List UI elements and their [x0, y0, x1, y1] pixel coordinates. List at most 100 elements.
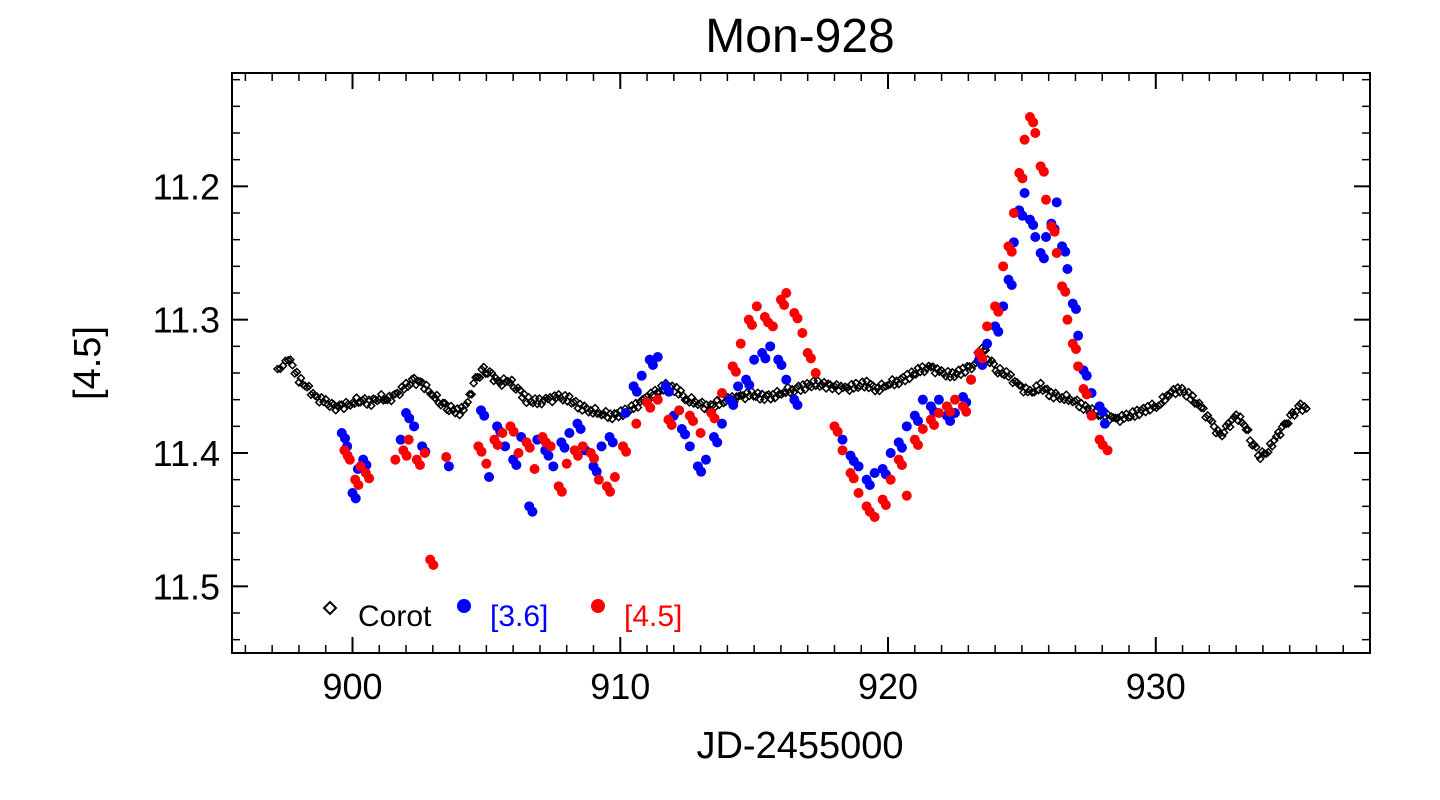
corot-point	[519, 389, 529, 399]
ch2-point	[631, 418, 642, 429]
ch1-point	[760, 353, 771, 364]
ch1-point	[620, 408, 631, 418]
ch1-point	[636, 370, 647, 381]
ch2-point	[779, 300, 790, 310]
corot-point	[463, 397, 473, 407]
corot-point	[1036, 378, 1046, 388]
corot-point	[1016, 381, 1026, 391]
corot-point	[569, 397, 579, 407]
corot-point	[521, 398, 532, 408]
ch2-point	[885, 474, 896, 485]
ch2-point	[621, 446, 632, 457]
ch2-point	[577, 441, 588, 452]
corot-point	[1253, 451, 1263, 461]
corot-point	[272, 364, 283, 374]
corot-point	[345, 400, 355, 411]
ch1-point	[548, 461, 559, 472]
ch2-point	[674, 405, 685, 416]
ch1-point	[864, 480, 875, 490]
ch2-point	[869, 512, 880, 522]
corot-point	[1201, 412, 1211, 422]
ch2-point	[605, 486, 616, 497]
chart-title: Mon-928	[705, 10, 894, 63]
ch1-point	[684, 441, 695, 452]
ch1-point	[696, 466, 707, 477]
corot-point	[543, 394, 553, 404]
ch1-point	[1097, 406, 1108, 417]
ch1-point	[409, 421, 420, 432]
ch2-point	[497, 428, 508, 438]
corot-point	[815, 381, 825, 392]
corot-point	[461, 400, 471, 410]
corot-point	[290, 368, 300, 379]
corot-point	[1153, 401, 1164, 411]
ch1-point	[1081, 370, 1092, 381]
corot-point	[949, 372, 959, 382]
corot-point	[1287, 407, 1297, 417]
corot-point	[960, 368, 970, 378]
corot-point	[785, 388, 795, 398]
ch1-point	[885, 448, 896, 458]
ch1-point	[853, 461, 864, 472]
ch1-point	[733, 381, 744, 392]
ch2-point	[797, 328, 808, 338]
legend-ch2-label: [4.5]	[624, 600, 682, 633]
corot-point	[1243, 425, 1253, 435]
ch2-point	[441, 452, 452, 462]
ch2-point	[593, 474, 604, 485]
legend-corot-marker	[322, 600, 338, 616]
ch1-point	[776, 360, 787, 370]
corot-point	[440, 398, 450, 408]
ch2-point	[545, 441, 556, 452]
ch2-point	[529, 464, 540, 474]
corot-point	[770, 393, 780, 403]
ch1-point	[1006, 280, 1017, 290]
corot-point	[1014, 380, 1024, 390]
corot-point	[697, 397, 707, 407]
ch2-point	[1017, 173, 1028, 184]
ch2-point	[401, 450, 412, 461]
corot-point	[292, 367, 302, 377]
ch2-point	[929, 420, 940, 430]
corot-point	[296, 373, 306, 383]
ch2-point	[848, 473, 859, 484]
corot-point	[1275, 430, 1285, 440]
ch1-point	[901, 421, 912, 432]
corot-point	[473, 372, 483, 382]
ch1-point	[744, 380, 755, 390]
corot-point	[1003, 372, 1014, 382]
corot-point	[432, 390, 442, 400]
ch1-point	[896, 442, 907, 453]
corot-point	[275, 364, 285, 374]
corot-point	[541, 393, 551, 403]
corot-point	[1301, 404, 1311, 414]
plot-frame	[231, 72, 1371, 654]
x-tick-label: 910	[590, 666, 650, 707]
ch1-point	[647, 360, 658, 370]
corot-point	[686, 392, 697, 402]
ch1-point	[728, 400, 739, 410]
corot-point	[706, 399, 716, 409]
ch1-point	[1041, 232, 1052, 242]
ch2-point	[1060, 286, 1071, 297]
corot-point	[832, 379, 842, 389]
ch2-point	[589, 453, 600, 464]
ch2-point	[945, 406, 956, 417]
ch2-point	[1038, 166, 1049, 177]
ch1-point	[1070, 304, 1081, 314]
ch1-point	[945, 416, 956, 426]
corot-point	[1196, 403, 1206, 413]
ch2-series	[339, 112, 1113, 570]
corot-series	[272, 343, 1311, 464]
corot-point	[987, 356, 997, 366]
ch1-point	[1099, 418, 1110, 429]
ch2-point	[1073, 361, 1084, 372]
x-tick-label: 930	[1126, 666, 1186, 707]
corot-point	[934, 367, 944, 377]
ch2-point	[901, 490, 912, 501]
ch2-point	[1006, 246, 1017, 257]
corot-point	[1027, 387, 1037, 397]
corot-point	[430, 393, 440, 403]
ch2-point	[832, 426, 843, 437]
corot-point	[423, 386, 434, 396]
